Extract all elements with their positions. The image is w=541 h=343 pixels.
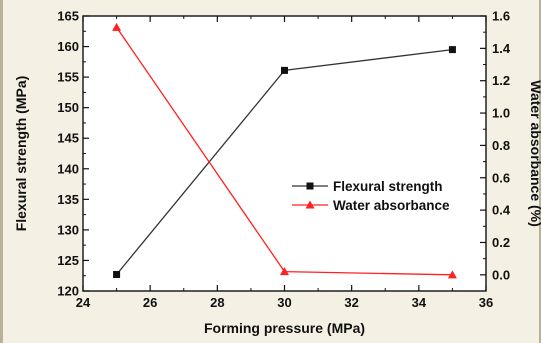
y-axis-right-title: Water absorbance (%) <box>528 80 541 227</box>
x-tick-label: 28 <box>210 295 224 310</box>
y-right-tick-label: 1.4 <box>492 41 511 56</box>
x-tick-label: 36 <box>479 295 493 310</box>
x-tick-label: 32 <box>344 295 358 310</box>
y-right-tick-label: 1.2 <box>492 73 510 88</box>
legend: Flexural strength Water absorbance <box>292 179 450 213</box>
y-left-tick-label: 150 <box>57 100 79 115</box>
y-left-tick-label: 125 <box>57 253 79 268</box>
legend-label-flexural-strength: Flexural strength <box>333 179 443 194</box>
y-right-tick-label: 0.8 <box>492 138 510 153</box>
water-absorbance-point <box>447 270 457 279</box>
water-absorbance-point <box>280 267 289 276</box>
y-left-tick-label: 165 <box>57 9 79 24</box>
y-right-tick-label: 1.6 <box>492 9 510 24</box>
x-tick-label: 24 <box>76 295 91 310</box>
plot-box <box>82 15 487 292</box>
x-axis-title: Forming pressure (MPa) <box>204 320 365 336</box>
y-left-tick-label: 155 <box>57 70 79 85</box>
chart: 24 26 28 30 32 34 36 120 125 130 135 140 145 150 155 16… <box>13 9 541 337</box>
y-right-tick-label: 0.6 <box>492 170 510 185</box>
legend-marker-water-absorbance <box>305 200 315 209</box>
y-left-tick-label: 160 <box>57 39 79 54</box>
y-left-tick-label: 120 <box>57 284 79 299</box>
y-left-tick-label: 130 <box>57 222 79 237</box>
x-tick-label: 26 <box>143 295 157 310</box>
x-tick-label: 34 <box>412 295 427 310</box>
y-left-tick-label: 145 <box>57 131 79 146</box>
y-left-tick-label: 140 <box>57 161 79 176</box>
flexural-strength-point <box>281 66 288 74</box>
y-right-tick-label: 0.2 <box>492 235 510 250</box>
legend-marker-flexural-strength <box>306 182 314 190</box>
y-left-tick-label: 135 <box>57 192 79 207</box>
flexural-strength-point <box>113 271 121 278</box>
water-absorbance-point <box>112 22 122 31</box>
y-right-tick-label: 1.0 <box>492 106 510 121</box>
flexural-strength-point <box>448 46 456 54</box>
legend-label-water-absorbance: Water absorbance <box>333 198 450 213</box>
y-axis-left-title: Flexural strength (MPa) <box>13 76 29 232</box>
y-right-tick-label: 0.0 <box>492 267 510 282</box>
x-tick-label: 30 <box>277 295 291 310</box>
y-right-tick-label: 0.4 <box>492 203 511 218</box>
